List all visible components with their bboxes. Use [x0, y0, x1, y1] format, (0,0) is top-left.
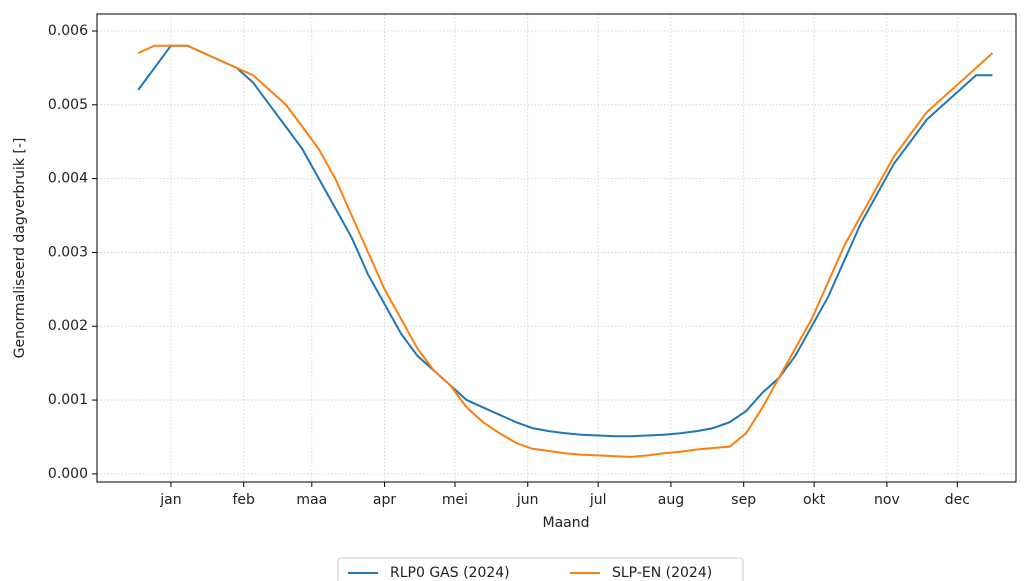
y-tick-label: 0.002 [48, 318, 88, 334]
x-tick-label: mei [442, 492, 468, 508]
x-axis-label: Maand [543, 515, 590, 531]
x-tick-label: okt [803, 492, 826, 508]
x-tick-label: maa [296, 492, 327, 508]
x-tick-label: jun [516, 492, 539, 508]
x-tick-label: aug [658, 492, 684, 508]
x-tick-label: sep [731, 492, 756, 508]
x-tick-label: apr [373, 492, 396, 508]
y-tick-label: 0.006 [48, 23, 88, 39]
plot-frame [96, 13, 1017, 483]
x-tick-label: dec [945, 492, 970, 508]
legend-label: RLP0 GAS (2024) [390, 565, 510, 581]
series-line [137, 44, 994, 458]
x-tick-label: jul [589, 492, 607, 508]
y-axis-label: Genormaliseerd dagverbruik [-] [12, 138, 28, 359]
y-tick-label: 0.005 [48, 97, 88, 113]
x-tick-label: feb [232, 492, 255, 508]
y-tick-label: 0.003 [48, 244, 88, 260]
legend-box [337, 557, 744, 581]
y-tick-label: 0.004 [48, 171, 88, 187]
series-line [137, 44, 993, 438]
x-tick-label: nov [874, 492, 900, 508]
legend-label: SLP-EN (2024) [612, 565, 712, 581]
x-tick-label: jan [159, 492, 181, 508]
y-tick-label: 0.000 [48, 466, 88, 482]
y-tick-label: 0.001 [48, 392, 88, 408]
